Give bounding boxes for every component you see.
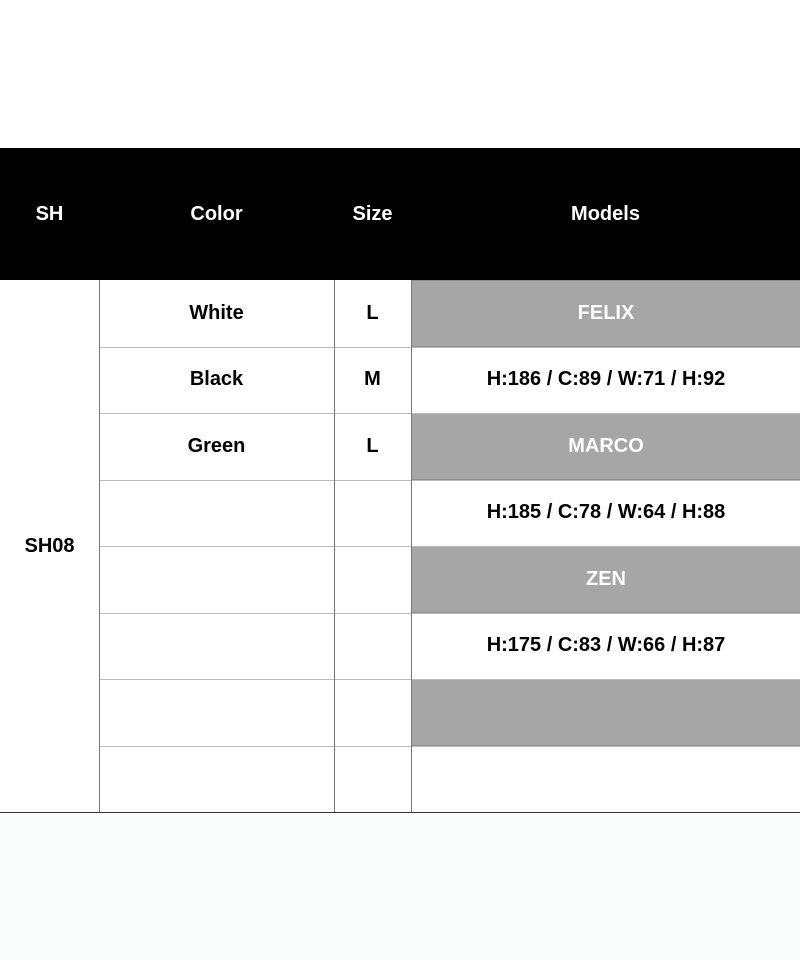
table-header: SH Color Size Models <box>0 148 800 280</box>
page-background <box>0 813 800 960</box>
model-cell: FELIX <box>412 280 800 347</box>
column-divider <box>99 280 100 813</box>
color-cell <box>99 546 334 613</box>
row-divider <box>99 479 800 481</box>
row-divider <box>99 546 800 547</box>
color-cell: Green <box>187 434 246 457</box>
sh-value: SH08 <box>24 535 75 557</box>
header-models: Models <box>571 202 640 225</box>
row-divider <box>99 346 800 348</box>
size-cell <box>334 679 411 746</box>
model-cell <box>412 679 800 746</box>
model-cell: H:175 / C:83 / W:66 / H:87 <box>486 634 726 657</box>
size-cell <box>334 480 411 547</box>
color-cell <box>99 679 334 746</box>
color-cell <box>99 746 334 813</box>
row-divider <box>99 679 800 680</box>
model-cell: H:185 / C:78 / W:64 / H:88 <box>486 501 726 524</box>
model-cell: MARCO <box>412 413 800 480</box>
size-cell <box>334 613 411 680</box>
row-divider <box>99 612 800 614</box>
size-cell: L <box>366 434 379 457</box>
color-cell <box>99 480 334 547</box>
column-divider <box>334 280 335 813</box>
column-divider <box>411 280 412 813</box>
size-cell: M <box>364 368 381 391</box>
row-divider <box>99 745 800 747</box>
model-cell <box>412 746 800 813</box>
color-cell: White <box>189 301 244 324</box>
color-cell: Black <box>189 368 244 391</box>
header-size: Size <box>352 202 393 225</box>
header-sh: SH <box>35 202 64 225</box>
color-cell <box>99 613 334 680</box>
model-cell: H:186 / C:89 / W:71 / H:92 <box>486 368 726 391</box>
size-cell: L <box>366 301 379 324</box>
size-cell <box>334 546 411 613</box>
header-color: Color <box>190 202 243 225</box>
model-cell: ZEN <box>412 546 800 613</box>
row-divider <box>99 413 800 414</box>
size-cell <box>334 746 411 813</box>
